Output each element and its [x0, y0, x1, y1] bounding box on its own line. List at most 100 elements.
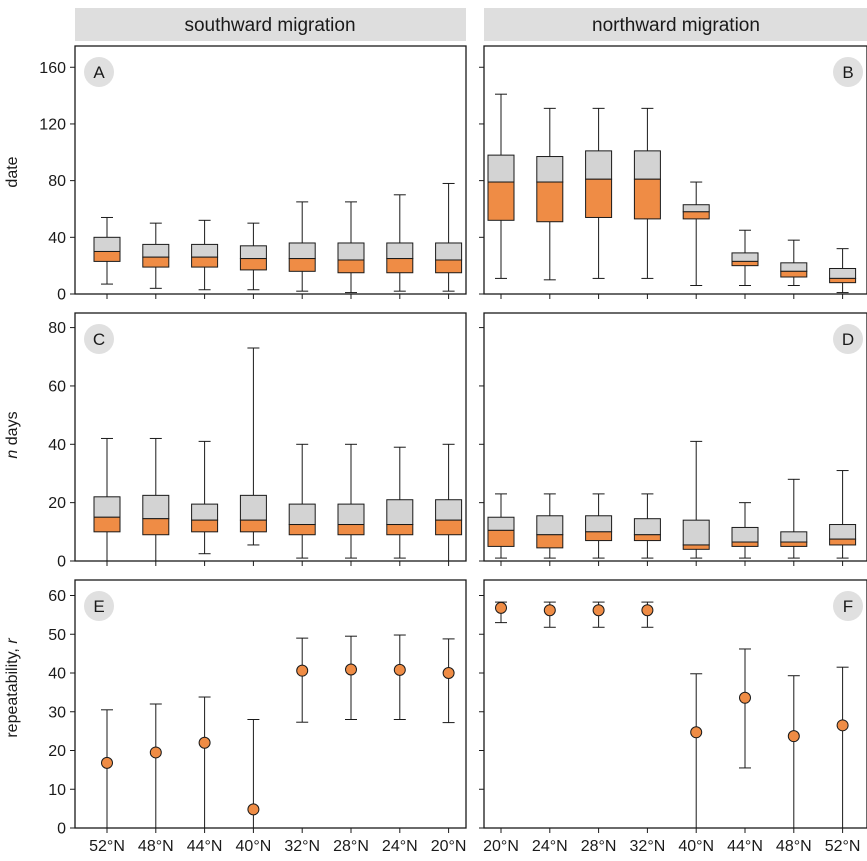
panel-badge	[84, 324, 114, 354]
facet-strip-left: southward migration	[75, 8, 466, 41]
box-2	[142, 437, 170, 562]
box-7	[780, 478, 808, 559]
y-tick-label: 40	[48, 230, 66, 247]
box-upper-half	[487, 516, 515, 531]
box-upper-half	[239, 245, 267, 260]
box-upper-half	[633, 518, 661, 536]
point-5	[690, 673, 703, 829]
panel-a: 0 40 80 120 160 A	[39, 45, 467, 304]
y-tick-label: 80	[48, 320, 66, 337]
y-tick-label: 30	[48, 704, 66, 721]
box-6	[337, 443, 365, 559]
panels: 0 40 80 120 160 A B 0 20 40 60 80 C D 0 10 20 30 40 50 60 E F 5…	[39, 45, 867, 855]
box-lower-half	[536, 534, 564, 549]
panel-badge-label: F	[843, 597, 853, 616]
box-8	[435, 443, 463, 562]
box-lower-half	[191, 519, 219, 533]
box-upper-half	[386, 242, 414, 260]
box-4	[633, 107, 661, 279]
box-lower-half	[435, 519, 463, 536]
data-point	[495, 601, 507, 614]
data-point	[836, 719, 849, 732]
y-axis-label-date: date	[4, 156, 21, 187]
point-7	[787, 675, 800, 829]
box-upper-half	[829, 267, 857, 279]
box-lower-half	[487, 529, 515, 547]
data-point	[592, 604, 605, 617]
box-2	[536, 493, 564, 559]
box-lower-half	[93, 250, 121, 262]
data-point	[296, 664, 309, 677]
x-tick-label: 20°N	[431, 838, 467, 855]
y-tick-label: 120	[39, 116, 66, 133]
panel-badge	[833, 57, 863, 87]
y-axis-label-ndays: n days	[4, 411, 21, 458]
box-lower-half	[682, 211, 710, 220]
box-7	[780, 239, 808, 286]
data-point	[198, 736, 211, 749]
box-8	[829, 248, 857, 294]
y-tick-label: 60	[48, 378, 66, 395]
y-axis-label-repeatability-prefix: repeatability,	[4, 644, 21, 738]
box-upper-half	[191, 243, 219, 258]
box-2	[142, 222, 170, 289]
data-point	[101, 756, 113, 769]
facet-strip-left-label: southward migration	[184, 15, 355, 36]
box-1	[93, 437, 121, 562]
point-3	[592, 601, 605, 628]
panel-e: 0 10 20 30 40 50 60 E	[48, 579, 467, 838]
y-tick-label: 50	[48, 627, 66, 644]
box-lower-half	[386, 524, 414, 536]
panel-frame	[74, 312, 467, 562]
panel-frame	[74, 45, 467, 295]
box-6	[731, 229, 759, 286]
x-tick-label: 24°N	[532, 838, 568, 855]
y-tick-label: 0	[57, 821, 66, 838]
box-lower-half	[239, 519, 267, 533]
box-lower-half	[780, 541, 808, 547]
y-tick-label: 60	[48, 588, 66, 605]
box-3	[191, 440, 219, 555]
data-point	[345, 663, 357, 676]
box-5	[288, 443, 316, 559]
box-lower-half	[93, 516, 121, 533]
point-1	[495, 601, 507, 624]
facet-strip-left-bg	[75, 8, 466, 41]
box-upper-half	[142, 494, 170, 520]
x-tick-label: 28°N	[333, 838, 369, 855]
panel-badge	[833, 324, 863, 354]
box-lower-half	[288, 258, 316, 272]
box-lower-half	[487, 181, 515, 221]
box-lower-half	[633, 534, 661, 542]
box-upper-half	[142, 243, 170, 258]
point-1	[101, 709, 113, 829]
box-8	[829, 470, 857, 559]
box-lower-half	[435, 259, 463, 274]
panel-frame	[483, 579, 867, 829]
box-upper-half	[191, 503, 219, 521]
box-lower-half	[780, 270, 808, 278]
box-lower-half	[239, 258, 267, 271]
box-lower-half	[829, 277, 857, 284]
box-upper-half	[487, 154, 515, 183]
box-upper-half	[585, 515, 613, 533]
panel-badge-label: D	[842, 330, 854, 349]
box-upper-half	[386, 499, 414, 526]
box-lower-half	[731, 260, 759, 267]
point-7	[393, 634, 406, 720]
point-4	[247, 719, 260, 829]
point-4	[641, 601, 654, 628]
y-tick-label: 80	[48, 173, 66, 190]
box-4	[633, 493, 661, 559]
box-6	[337, 201, 365, 294]
box-5	[288, 201, 316, 292]
box-upper-half	[337, 503, 365, 526]
box-6	[731, 502, 759, 559]
box-5	[682, 181, 710, 286]
box-upper-half	[780, 262, 808, 272]
box-7	[386, 446, 414, 559]
panel-badge-label: B	[842, 63, 853, 82]
box-upper-half	[780, 531, 808, 543]
point-3	[198, 696, 211, 829]
y-axis-label-repeatability-italic: r	[4, 638, 21, 644]
